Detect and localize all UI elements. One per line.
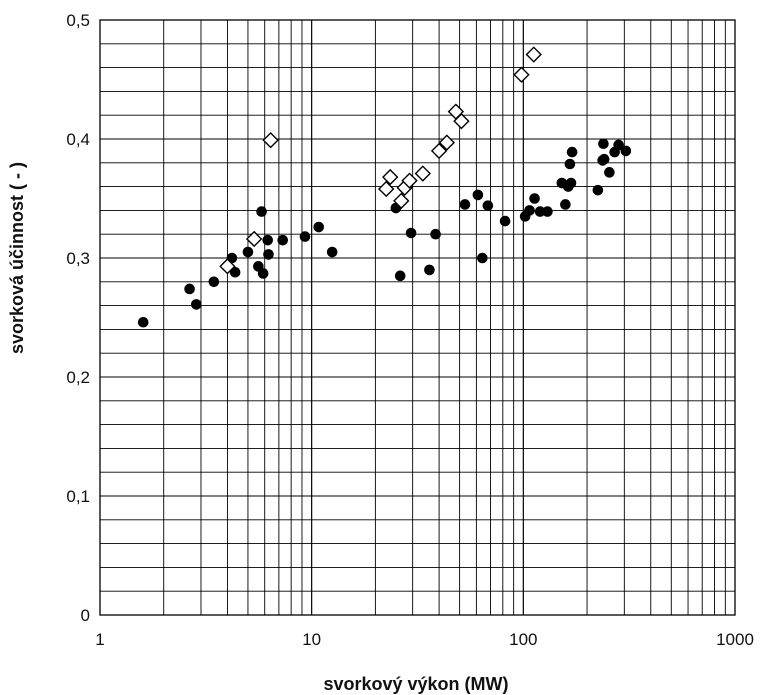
y-tick-label: 0,5 bbox=[66, 11, 90, 30]
data-point-circle bbox=[566, 146, 578, 158]
data-point-circle bbox=[299, 231, 311, 242]
data-point-circle bbox=[256, 206, 267, 217]
data-point-diamond bbox=[453, 112, 470, 130]
data-point-circle bbox=[277, 234, 289, 246]
data-point-circle bbox=[313, 221, 325, 233]
data-point-diamond bbox=[414, 165, 431, 182]
y-tick-label: 0,3 bbox=[66, 249, 90, 268]
data-point-circle bbox=[499, 215, 511, 227]
y-tick-label: 0,1 bbox=[66, 487, 90, 506]
data-point-diamond bbox=[401, 172, 418, 189]
x-tick-label: 1 bbox=[95, 630, 104, 649]
data-point-circle bbox=[613, 139, 624, 151]
data-point-circle bbox=[326, 246, 338, 258]
plot-frame bbox=[99, 19, 736, 616]
y-tick-labels: 0 0,1 0,2 0,3 0,4 0,5 bbox=[66, 11, 90, 625]
data-point-diamond bbox=[438, 134, 456, 151]
data-point-diamond bbox=[378, 180, 395, 198]
data-point-diamond bbox=[262, 132, 279, 149]
data-point-circle bbox=[263, 249, 274, 260]
data-point-circle bbox=[184, 283, 195, 295]
data-point-diamond bbox=[525, 46, 542, 63]
data-point-circle bbox=[477, 252, 488, 264]
data-point-circle bbox=[482, 200, 494, 211]
data-point-circle bbox=[598, 138, 609, 150]
data-point-circle bbox=[592, 184, 604, 196]
data-point-diamond bbox=[430, 142, 448, 160]
data-point-diamond bbox=[513, 66, 530, 83]
data-point-circle bbox=[598, 153, 610, 165]
x-tick-labels: 1 10 100 1000 bbox=[95, 630, 754, 649]
data-point-circle bbox=[560, 199, 571, 210]
data-point-diamond bbox=[382, 168, 399, 186]
data-point-circle bbox=[534, 206, 546, 217]
data-point-circle bbox=[137, 316, 149, 328]
data-point-circle bbox=[472, 189, 484, 201]
y-axis-label: svorková účinnost ( - ) bbox=[7, 162, 27, 354]
data-point-circle bbox=[620, 145, 632, 157]
data-point-circle bbox=[242, 246, 254, 258]
data-point-diamond bbox=[245, 230, 263, 248]
data-point-circle bbox=[524, 205, 535, 216]
grid-lines bbox=[100, 20, 735, 615]
y-tick-label: 0 bbox=[81, 606, 90, 625]
y-tick-label: 0,2 bbox=[66, 368, 90, 387]
x-tick-label: 10 bbox=[302, 630, 321, 649]
data-point-circle bbox=[542, 206, 553, 217]
data-point-circle bbox=[424, 264, 435, 276]
data-points bbox=[137, 46, 632, 328]
data-point-circle bbox=[190, 299, 202, 310]
data-point-circle bbox=[257, 268, 269, 279]
data-point-circle bbox=[394, 270, 406, 282]
data-point-diamond bbox=[219, 258, 236, 275]
data-point-circle bbox=[405, 227, 417, 239]
data-point-circle bbox=[459, 199, 471, 210]
y-tick-label: 0,4 bbox=[66, 130, 90, 149]
data-point-circle bbox=[262, 234, 274, 246]
data-point-circle bbox=[529, 193, 540, 204]
x-axis-label: svorkový výkon (MW) bbox=[323, 674, 508, 694]
data-point-circle bbox=[229, 266, 241, 278]
data-point-circle bbox=[430, 228, 441, 240]
data-point-circle bbox=[565, 177, 577, 189]
data-point-circle bbox=[208, 276, 220, 288]
data-point-circle bbox=[604, 167, 615, 178]
data-point-diamond bbox=[393, 192, 410, 210]
data-point-circle bbox=[564, 158, 576, 170]
x-tick-label: 1000 bbox=[716, 630, 754, 649]
x-tick-label: 100 bbox=[509, 630, 537, 649]
